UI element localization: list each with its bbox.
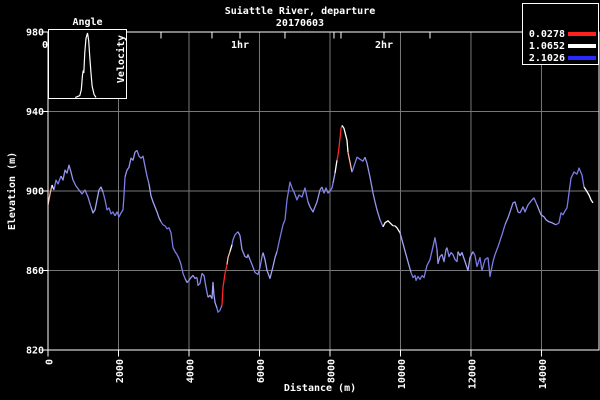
elevation-trace-segment xyxy=(136,150,150,185)
elevation-trace-segment xyxy=(90,186,104,214)
angle-histogram: Velocity xyxy=(74,32,127,99)
elevation-trace-segment xyxy=(334,160,338,174)
chart-subtitle: 20170603 xyxy=(275,18,325,29)
elevation-trace-segment xyxy=(184,274,198,284)
elevation-trace-segment xyxy=(114,177,126,218)
elevation-trace-segment xyxy=(102,191,116,217)
elevation-trace-segment xyxy=(410,272,423,282)
y-tick-label: 860 xyxy=(26,266,44,277)
x-tick-label: 2000 xyxy=(115,359,126,383)
legend-entry-value: 2.1026 xyxy=(528,52,565,64)
elevation-trace-segment xyxy=(237,231,251,260)
elevation-trace-segment xyxy=(249,252,264,276)
legend-entry: 0.0278 xyxy=(527,28,596,40)
legend-color-swatch xyxy=(568,44,596,48)
elevation-trace-segment xyxy=(160,221,174,248)
legend-color-swatch xyxy=(568,56,596,60)
elevation-trace-segment xyxy=(72,179,92,208)
chart-title: Suiattle River, departure xyxy=(224,6,376,17)
legend-color-swatch xyxy=(568,32,596,36)
legend-entry-value: 1.0652 xyxy=(528,40,565,52)
elevation-trace-segment xyxy=(321,182,334,194)
elevation-trace-segment xyxy=(436,247,448,265)
x-tick-label: 0 xyxy=(45,359,56,365)
elevation-trace-segment xyxy=(421,237,438,279)
time-tick-label: 2hr xyxy=(375,40,393,51)
elevation-trace-segment xyxy=(568,167,585,194)
elevation-trace-segment xyxy=(504,201,521,226)
angle-histogram-curve xyxy=(74,32,97,99)
elevation-trace-segment xyxy=(231,231,239,245)
elevation-trace-segment xyxy=(519,197,538,214)
elevation-trace-segment xyxy=(124,149,138,178)
inset-y-label: Velocity xyxy=(115,35,126,83)
elevation-trace-segment xyxy=(399,232,412,273)
time-tick-label: 1hr xyxy=(231,40,249,51)
elevation-trace-segment xyxy=(394,225,401,234)
elevation-trace-segment xyxy=(332,172,336,184)
angle-velocity-inset: Velocity xyxy=(48,29,127,99)
y-axis-label: Elevation (m) xyxy=(6,152,18,230)
elevation-trace-segment xyxy=(60,164,74,181)
elevation-trace-segment xyxy=(226,251,231,265)
elevation-trace-segment xyxy=(276,181,293,252)
y-tick-label: 900 xyxy=(26,187,44,198)
elevation-trace-segment xyxy=(351,156,366,173)
elevation-trace-segment xyxy=(364,156,381,220)
x-tick-label: 14000 xyxy=(538,359,549,389)
x-tick-label: 10000 xyxy=(397,359,408,389)
legend-entry: 1.0652 xyxy=(527,40,596,52)
elevation-trace-segment xyxy=(347,152,353,173)
elevation-trace-segment xyxy=(472,251,489,272)
x-tick-label: 12000 xyxy=(467,359,478,389)
y-tick-label: 940 xyxy=(26,107,44,118)
x-tick-label: 4000 xyxy=(185,359,196,383)
elevation-trace-segment xyxy=(555,192,570,226)
elevation-trace-segment xyxy=(291,187,309,203)
elevation-trace-segment xyxy=(229,244,233,252)
speed-legend: 0.0278 1.0652 2.1026 xyxy=(522,3,599,65)
elevation-trace-segment xyxy=(262,251,278,280)
elevation-trace-segment xyxy=(148,183,162,223)
x-tick-label: 6000 xyxy=(256,359,267,383)
elevation-trace-segment xyxy=(307,186,323,213)
elevation-trace-segment xyxy=(446,247,459,263)
elevation-trace-segment xyxy=(172,247,186,279)
legend-entry: 2.1026 xyxy=(527,52,596,64)
elevation-trace-segment xyxy=(221,264,228,306)
elevation-trace-segment xyxy=(536,204,557,226)
elevation-trace-segment xyxy=(216,305,223,313)
y-tick-label: 820 xyxy=(26,346,44,357)
elevation-trace-segment xyxy=(53,175,62,191)
elevation-trace-segment xyxy=(487,224,506,278)
x-tick-label: 8000 xyxy=(326,359,337,383)
y-tick-label: 980 xyxy=(26,28,44,39)
legend-entry-value: 0.0278 xyxy=(528,28,565,40)
elevation-trace-segment xyxy=(379,219,384,228)
elevation-trace-segment xyxy=(207,281,218,309)
x-axis-label: Distance (m) xyxy=(283,383,357,394)
elevation-trace-segment xyxy=(382,220,394,228)
elevation-trace-segment xyxy=(196,272,209,298)
elevation-trace-segment xyxy=(457,251,474,272)
elevation-trace-segment xyxy=(47,184,53,206)
elevation-trace-segment xyxy=(336,125,343,161)
inset-title: Angle xyxy=(72,17,103,28)
elevation-trace-segment xyxy=(583,186,594,204)
elevation-trace-segment xyxy=(341,125,349,153)
